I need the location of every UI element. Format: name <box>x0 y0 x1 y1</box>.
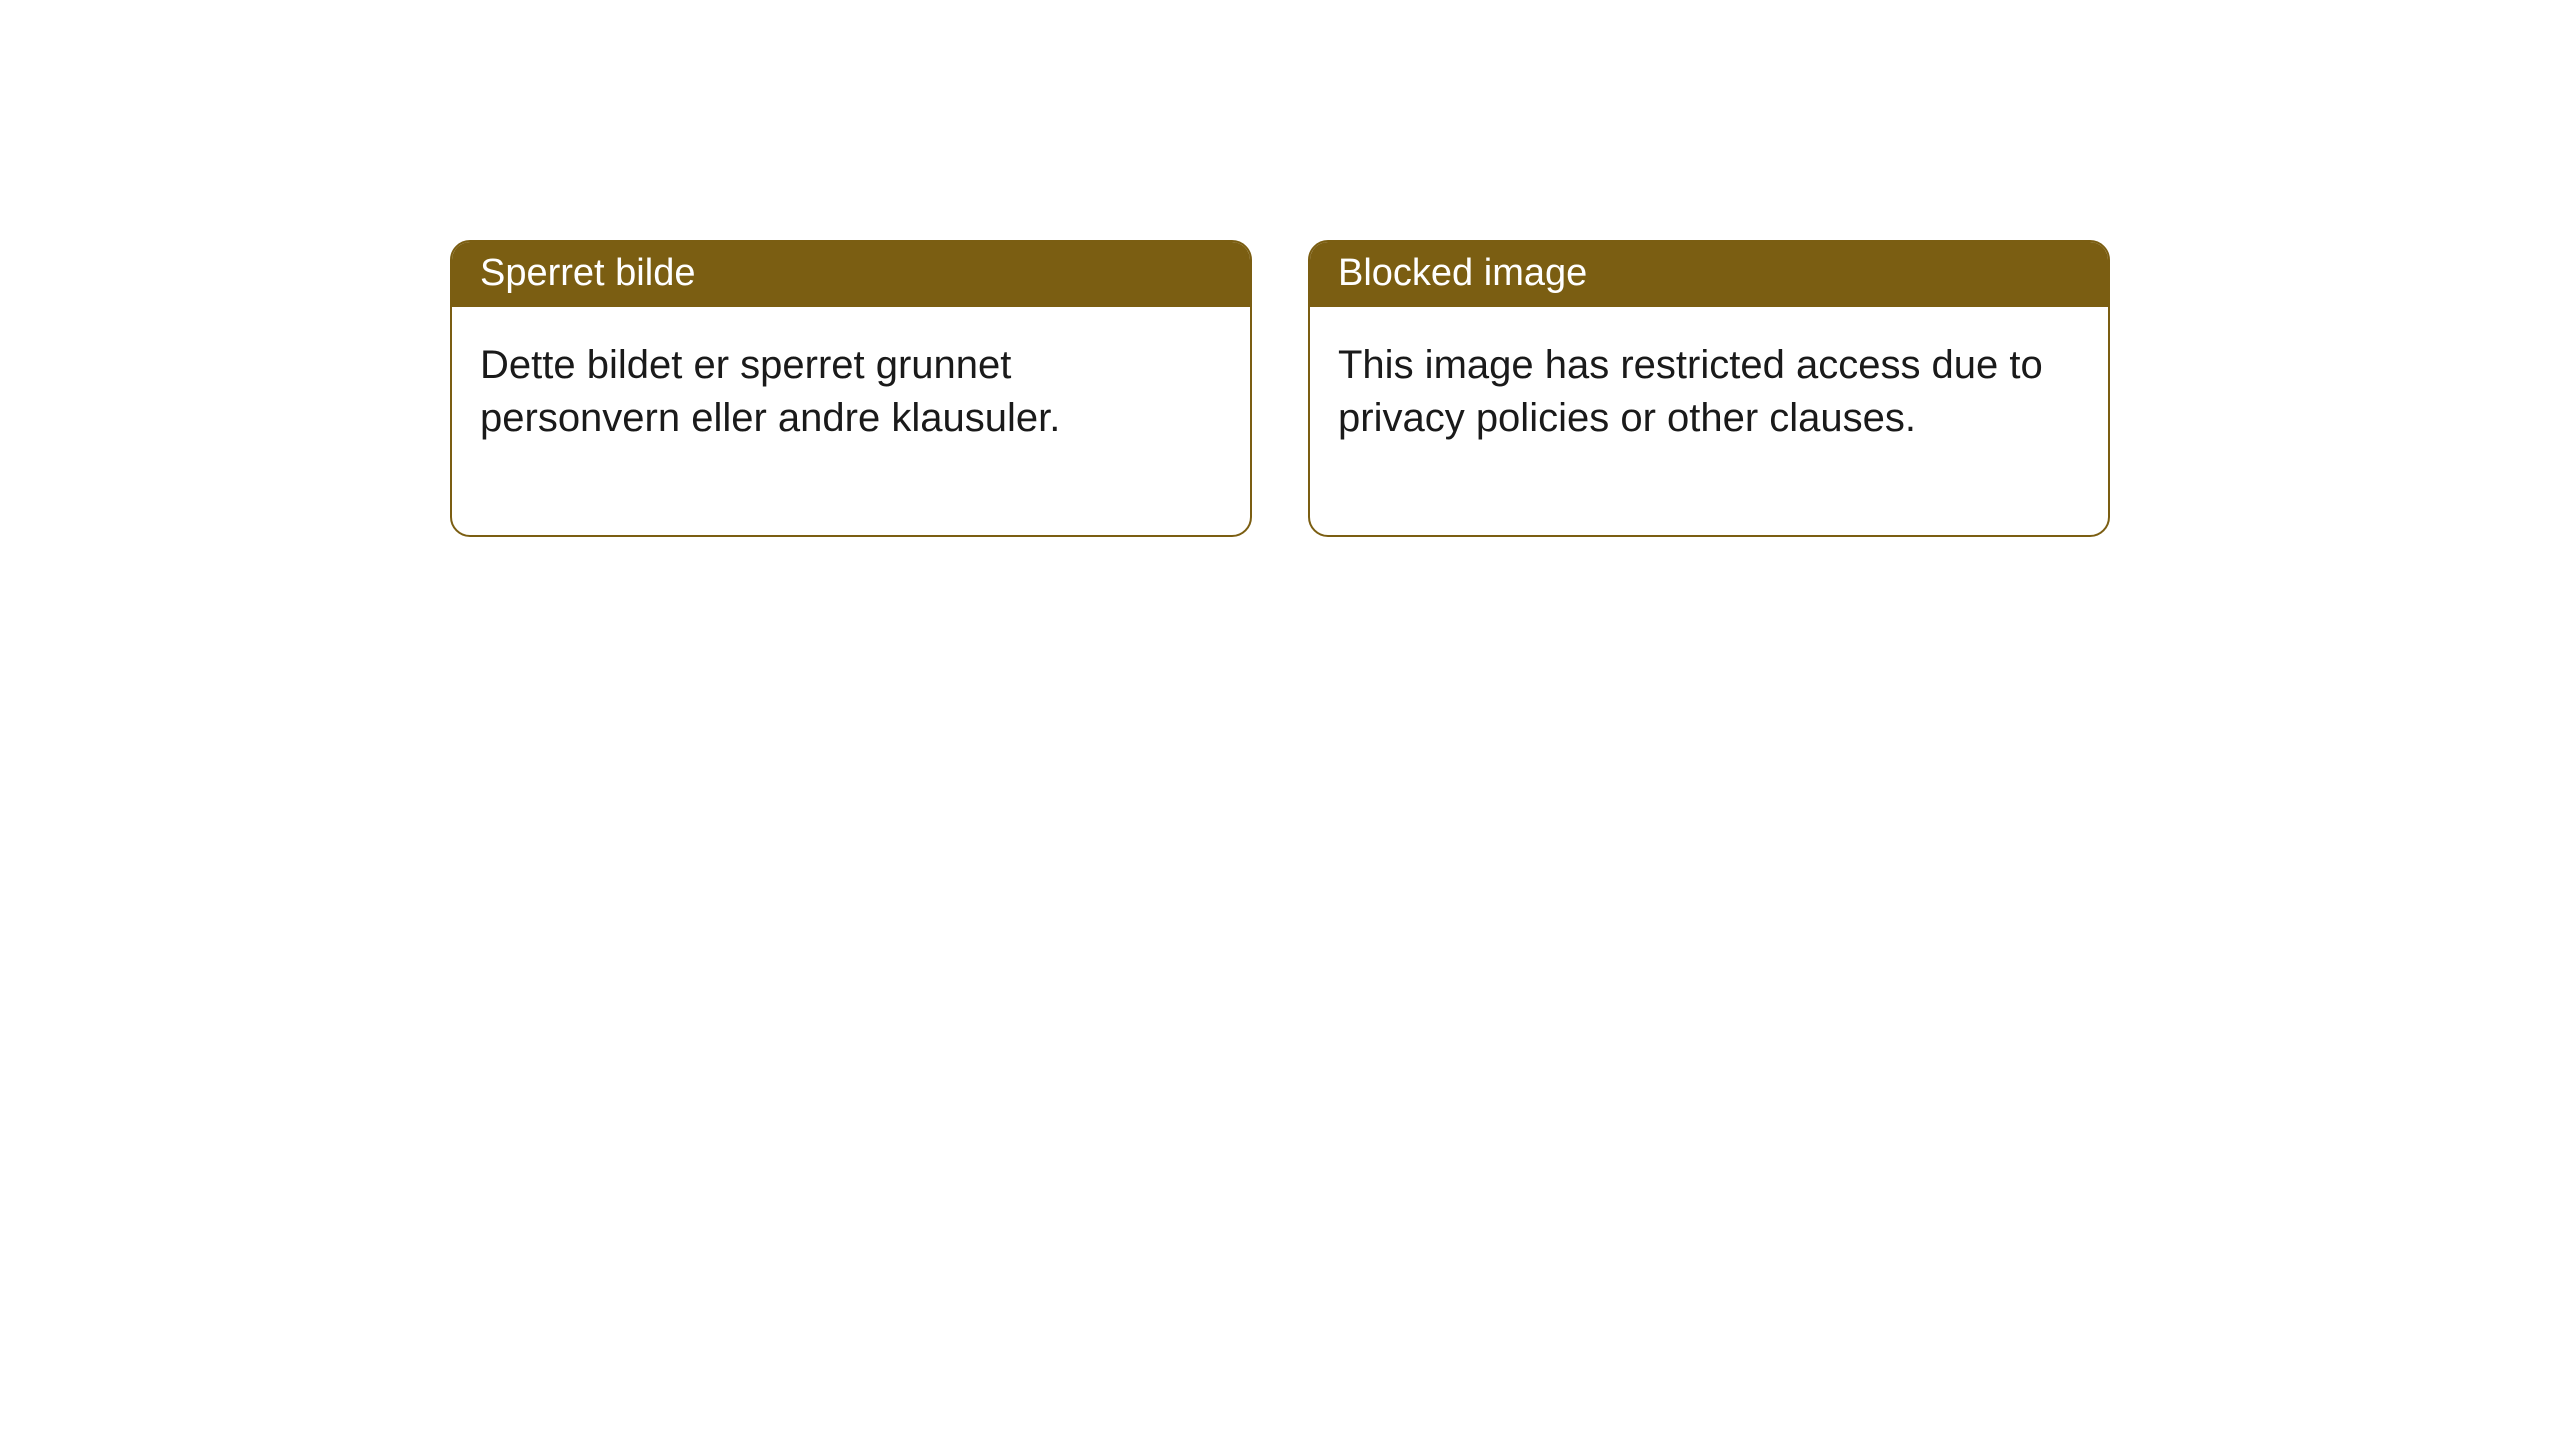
blocked-image-card-no: Sperret bilde Dette bildet er sperret gr… <box>450 240 1252 537</box>
blocked-image-card-en: Blocked image This image has restricted … <box>1308 240 2110 537</box>
card-body: This image has restricted access due to … <box>1310 307 2108 535</box>
card-title: Blocked image <box>1310 242 2108 307</box>
card-title: Sperret bilde <box>452 242 1250 307</box>
card-body: Dette bildet er sperret grunnet personve… <box>452 307 1250 535</box>
blocked-image-cards: Sperret bilde Dette bildet er sperret gr… <box>450 240 2110 537</box>
